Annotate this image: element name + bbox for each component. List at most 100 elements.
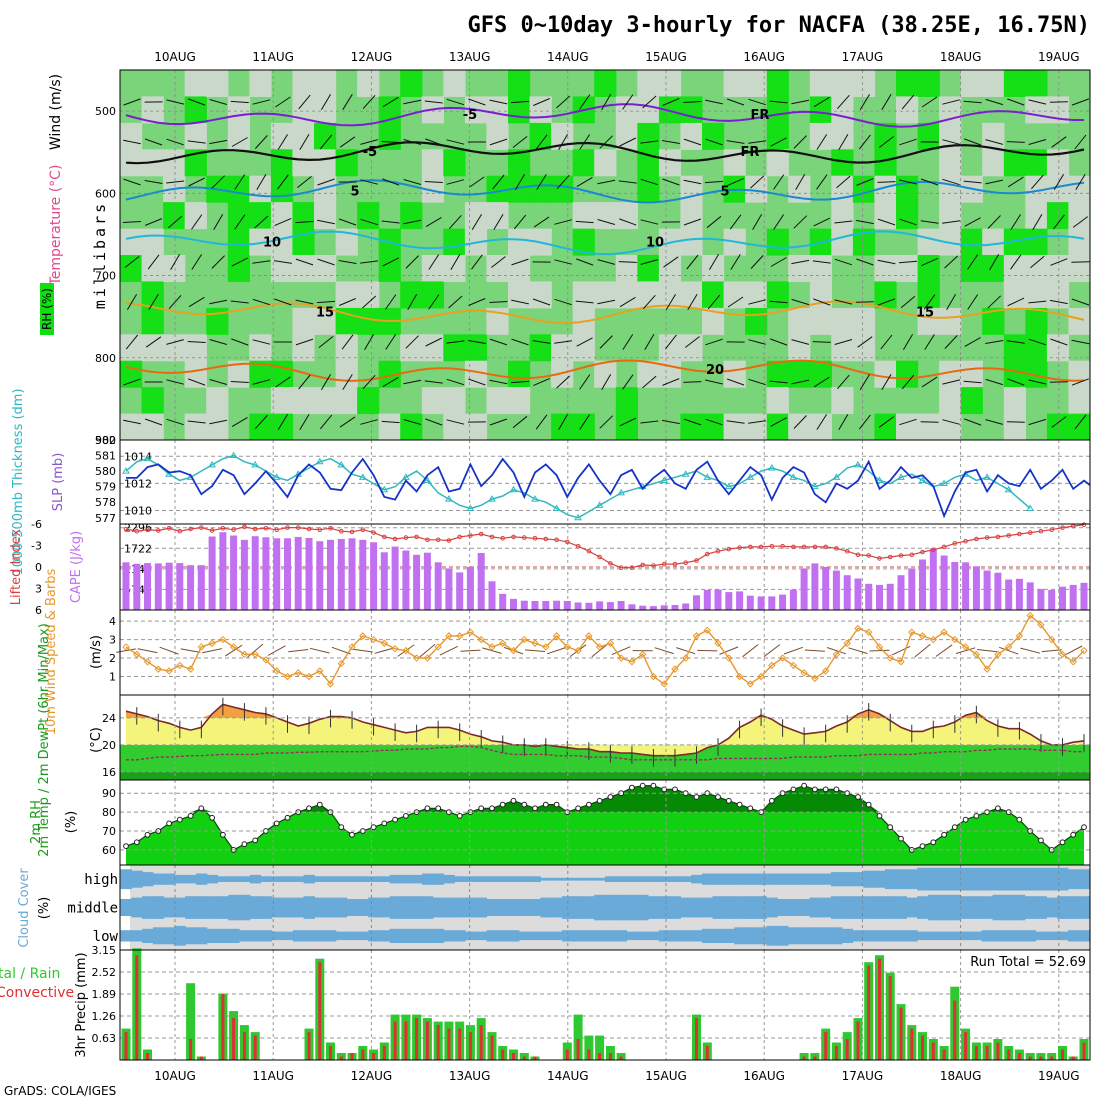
rh-cell [637, 96, 660, 124]
cape-bar [574, 602, 582, 610]
cloud-bar [249, 874, 262, 884]
wind-barb [1007, 297, 1025, 307]
cape-bar [951, 562, 959, 610]
rh-cell [572, 334, 595, 362]
wind-barb [877, 218, 896, 226]
li-point [478, 531, 484, 537]
precip-convective-bar [705, 1046, 709, 1060]
precip-convective-bar [942, 1049, 946, 1060]
wind-barb [750, 175, 765, 189]
li-point [1081, 522, 1087, 528]
rh-cell [270, 387, 294, 415]
li-point [425, 537, 430, 543]
wind-speed-point [725, 654, 733, 662]
cloud-bar [465, 931, 477, 941]
rh-cell [874, 360, 897, 388]
li-point [317, 527, 323, 533]
wind-barb [213, 213, 224, 231]
wind-barb [813, 376, 830, 388]
wind-barb [471, 254, 483, 270]
rh-cell [270, 202, 294, 230]
cloud-bar [518, 899, 531, 916]
wind-barb [382, 376, 399, 388]
rh-cell [357, 387, 380, 415]
wind-barb [535, 414, 548, 430]
wind-barb [148, 294, 159, 310]
rh-cell [292, 387, 315, 415]
wind-barb [963, 180, 982, 184]
cloud-bar [432, 928, 445, 943]
cape-bar [348, 538, 356, 610]
wind-barb [1071, 261, 1090, 263]
wind-barb [964, 337, 981, 347]
wind-barb [748, 299, 766, 305]
cloud-bar [1078, 869, 1090, 890]
rh-cell [680, 122, 703, 150]
rh-cell [1025, 255, 1048, 282]
wind-barb [985, 179, 1004, 185]
contour-label: -5 [463, 108, 477, 123]
cloud-bar [142, 872, 154, 887]
cloud-bar [981, 930, 993, 942]
cloud-bar [228, 876, 240, 882]
wind-speed-point [660, 680, 668, 688]
cloud-bar [680, 897, 692, 918]
rh-cell [335, 387, 358, 415]
rh-cell [788, 307, 811, 335]
rh-cell [1003, 149, 1026, 177]
rh-cell [141, 281, 164, 309]
cloud-bar [411, 896, 423, 919]
rh-cell [508, 96, 531, 124]
rh-cell [1046, 413, 1070, 440]
rh-point [887, 824, 894, 831]
rh-cell [357, 202, 380, 230]
dewpoint-line [126, 745, 1084, 761]
wind-speed-point [811, 674, 819, 683]
wind-barb [816, 134, 828, 150]
cloud-bar [185, 927, 197, 945]
wind-speed-point [305, 672, 313, 681]
cape-bar [1015, 578, 1023, 610]
wind-barb [1031, 174, 1044, 190]
li-point [748, 544, 753, 550]
cloud-bar [906, 869, 918, 890]
wind-barb [425, 337, 443, 347]
rh-cell [809, 122, 832, 150]
wind-barb [385, 334, 397, 350]
li-point [166, 526, 172, 531]
cloud-bar [389, 928, 401, 943]
wind-barb [987, 215, 1001, 229]
cloud-bar [895, 896, 907, 919]
wind-barb [683, 179, 702, 185]
wind-barb [662, 178, 680, 186]
rh-cell [464, 334, 488, 362]
wind-barb [319, 134, 333, 150]
wind-speed-point [778, 654, 787, 662]
rh-cell [314, 175, 337, 203]
wind-barb [230, 381, 249, 383]
wind-barb [1028, 139, 1047, 145]
rh-point [510, 797, 517, 804]
cape-bar [542, 601, 550, 610]
wind-barb [385, 294, 397, 310]
wind-barb [298, 374, 311, 390]
cloud-bar [874, 896, 886, 919]
cloud-bar [971, 931, 983, 941]
rh-cell [184, 413, 207, 440]
wind-barb [424, 380, 443, 384]
cloud-bar [196, 873, 208, 885]
li-point [1049, 527, 1054, 533]
date-label-bottom: 19AUG [1038, 1069, 1080, 1083]
cape-bar [294, 536, 302, 610]
wind-barb [256, 173, 267, 191]
wind-barb [511, 338, 529, 346]
rh-point [1059, 839, 1066, 846]
wind-speed-point [262, 656, 270, 664]
cloud-bar [378, 897, 391, 918]
cloud-bar [1057, 867, 1069, 891]
cloud-layer-label: high [84, 872, 118, 888]
wind-barb [510, 380, 530, 384]
precip-convective-bar [189, 1039, 193, 1060]
wind-barb [1030, 255, 1045, 269]
rh-tick-label: 90 [102, 787, 116, 800]
